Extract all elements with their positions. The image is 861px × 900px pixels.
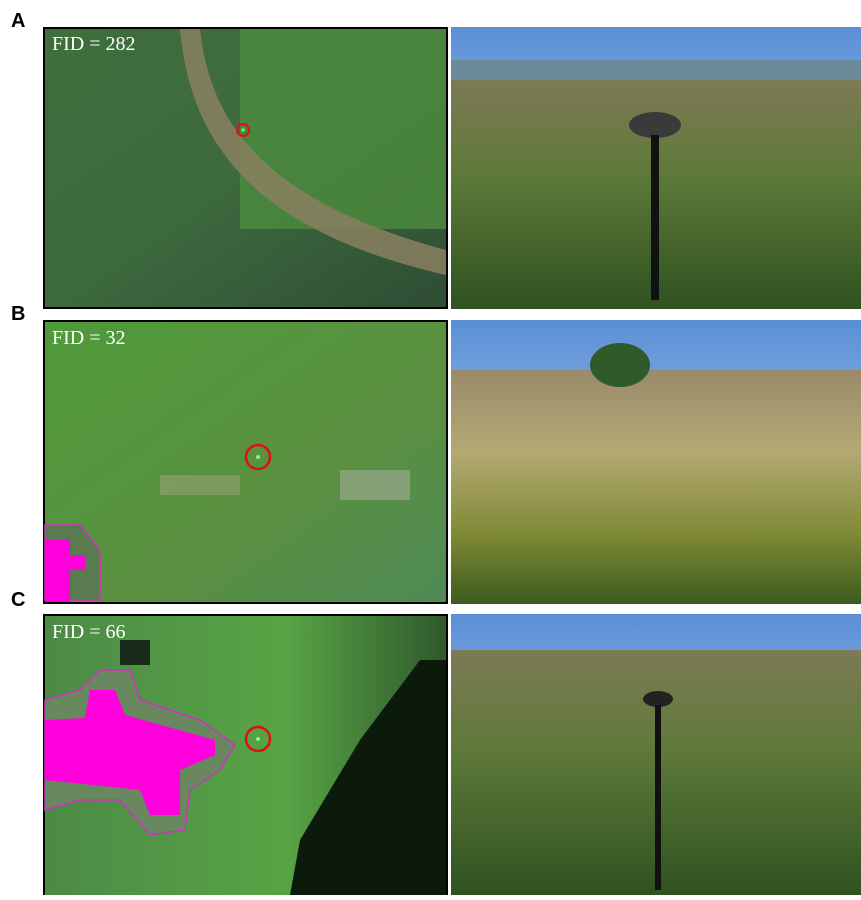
satellite-image — [45, 322, 446, 602]
panel-a: A FID = 282 — [11, 10, 861, 309]
caption: FID = 66 — [52, 621, 126, 643]
gps-pole — [651, 135, 659, 300]
panel-c: C FID = 66 — [11, 589, 861, 895]
gps-receiver — [643, 691, 673, 707]
patch — [340, 470, 410, 500]
caption: FID = 32 — [52, 327, 126, 349]
vegetation — [451, 370, 861, 604]
patch — [120, 640, 150, 665]
figure: A FID = 282 B FID = 32 C FID = 66 — [0, 0, 861, 895]
panel-label: B — [11, 303, 25, 325]
caption: FID = 282 — [52, 33, 136, 55]
marker-dot — [241, 128, 244, 131]
marker-dot — [256, 455, 260, 459]
panel-label: C — [11, 589, 25, 611]
panel-b: B FID = 32 — [11, 303, 861, 604]
marker-dot — [256, 737, 260, 741]
tree — [590, 343, 650, 387]
gps-pole — [655, 705, 661, 890]
patch — [160, 475, 240, 495]
panel-label: A — [11, 10, 25, 32]
gps-receiver — [629, 112, 681, 138]
